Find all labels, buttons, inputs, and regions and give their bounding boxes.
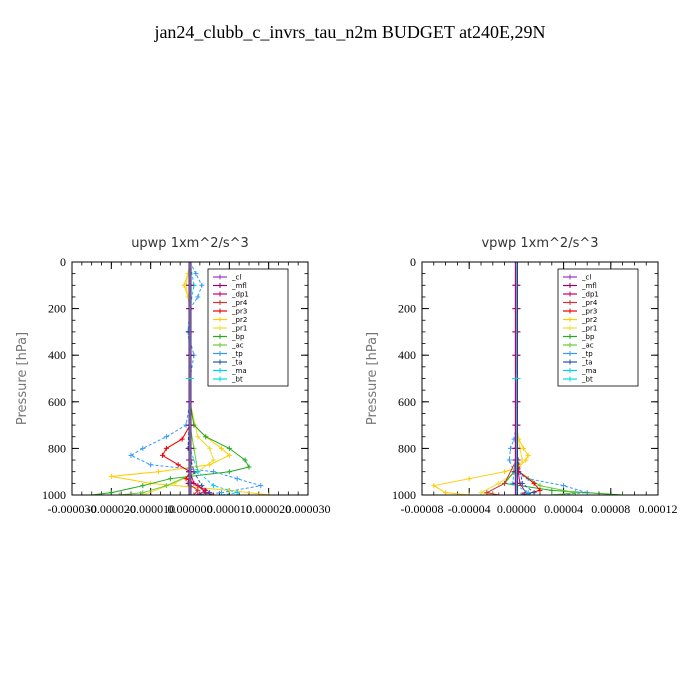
legend-label: _pr2 [581,316,597,324]
x-tick-label: 0.000030 [286,502,331,516]
legend-label: _tp [231,350,243,358]
x-tick-label: 0.000020 [246,502,291,516]
legend-label: _cl [231,274,241,282]
legend-marker [217,325,223,331]
y-axis-label: Pressure [hPa] [15,332,30,425]
x-tick-label: 0.00000 [497,502,536,516]
panel-title: vpwp 1xm^2/s^3 [481,236,598,251]
legend-label: _ta [231,359,243,367]
y-tick-label: 400 [398,348,416,362]
x-tick-label: 0.000010 [207,502,252,516]
legend-marker [217,376,223,382]
legend-label: _pr1 [231,325,247,333]
legend-marker [567,359,573,365]
series-markers-pr1 [140,262,217,495]
y-tick-label: 1000 [42,488,66,502]
legend-marker [567,300,573,305]
y-tick-label: 800 [398,441,416,455]
series-line-ma [187,262,238,495]
legend-marker [217,308,223,314]
legend-marker [567,368,573,373]
legend-label: _bp [581,333,595,341]
legend-marker [567,317,573,322]
plot-area [89,262,272,495]
legend-label: _ac [581,342,594,350]
legend-label: _mfl [581,282,597,290]
x-tick-label: 0.00012 [639,502,678,516]
legend: _cl_mfl_dp1_pr4_pr3_pr2_pr1_bp_ac_tp_ta_… [557,268,639,387]
x-tick-label: 0.000000 [168,502,213,516]
legend-label: _mfl [231,282,247,290]
legend-label: _ta [581,359,593,367]
legend-marker [217,351,223,356]
series-markers-bt [512,262,521,495]
panel-title: upwp 1xm^2/s^3 [131,236,249,251]
legend-label: _pr3 [231,308,247,316]
legend-marker [217,283,223,288]
legend-marker [567,334,573,339]
legend-marker [567,283,573,288]
legend-label: _pr1 [581,325,597,333]
plot-area [431,262,626,495]
y-tick-label: 1000 [392,488,416,502]
legend-label: _ma [581,367,597,375]
legend-label: _dp1 [581,291,599,299]
legend-label: _pr2 [231,316,247,324]
legend: _cl_mfl_dp1_pr4_pr3_pr2_pr1_bp_ac_tp_ta_… [207,268,289,387]
legend-marker [217,274,223,280]
figure-title: jan24_clubb_c_invrs_tau_n2m BUDGET at240… [154,22,546,42]
legend-marker [217,359,223,365]
y-tick-label: 600 [48,395,66,409]
legend-label: _bt [581,376,593,384]
chart-panel-1: upwp 1xm^2/s^3 Pressure [hPa] 0 200 400 600 80… [15,236,331,516]
series-line-pr4 [485,262,517,495]
legend-marker [217,291,223,297]
x-tick-label: -0.000020 [87,502,136,516]
legend-marker [567,274,573,280]
x-tick-label: -0.00008 [401,502,444,516]
y-tick-label: 0 [60,255,66,269]
y-tick-label: 600 [398,395,416,409]
series-markers-bt [186,262,194,495]
legend-marker [567,291,573,297]
y-tick-label: 0 [410,255,416,269]
x-tick-label: 0.00008 [591,502,630,516]
legend-label: _ma [231,367,247,375]
legend-label: _tp [581,350,593,358]
legend-label: _dp1 [231,291,249,299]
y-tick-label: 800 [48,441,66,455]
legend-label: _cl [581,274,591,282]
legend-label: _bt [231,376,243,384]
legend-marker [217,334,223,339]
plot-frame [71,261,309,496]
plot-frame [421,261,659,496]
y-tick-label: 400 [48,348,66,362]
y-axis-label: Pressure [hPa] [365,332,380,425]
series-line-bp [91,262,250,495]
y-tick-label: 200 [48,302,66,316]
series-line-pr1 [142,262,215,495]
legend-marker [567,342,573,348]
x-tick-label: 0.00004 [544,502,583,516]
x-tick-label: -0.00004 [448,502,491,516]
legend-label: _pr4 [231,299,248,307]
y-tick-label: 200 [398,302,416,316]
legend-marker [217,368,223,373]
chart-panel-2: vpwp 1xm^2/s^3 Pressure [hPa] 0 200 400 600 80… [365,236,678,516]
legend-marker [217,342,223,348]
legend-marker [567,308,573,314]
x-tick-label: -0.000010 [126,502,175,516]
legend-marker [567,325,573,331]
legend-marker [217,300,223,305]
legend-marker [567,351,573,356]
legend-marker [217,317,223,322]
legend-label: _pr4 [581,299,598,307]
legend-label: _pr3 [581,308,597,316]
legend-label: _ac [231,342,244,350]
legend-marker [567,376,573,382]
legend-label: _bp [231,333,245,341]
x-tick-label: -0.000030 [48,502,97,516]
